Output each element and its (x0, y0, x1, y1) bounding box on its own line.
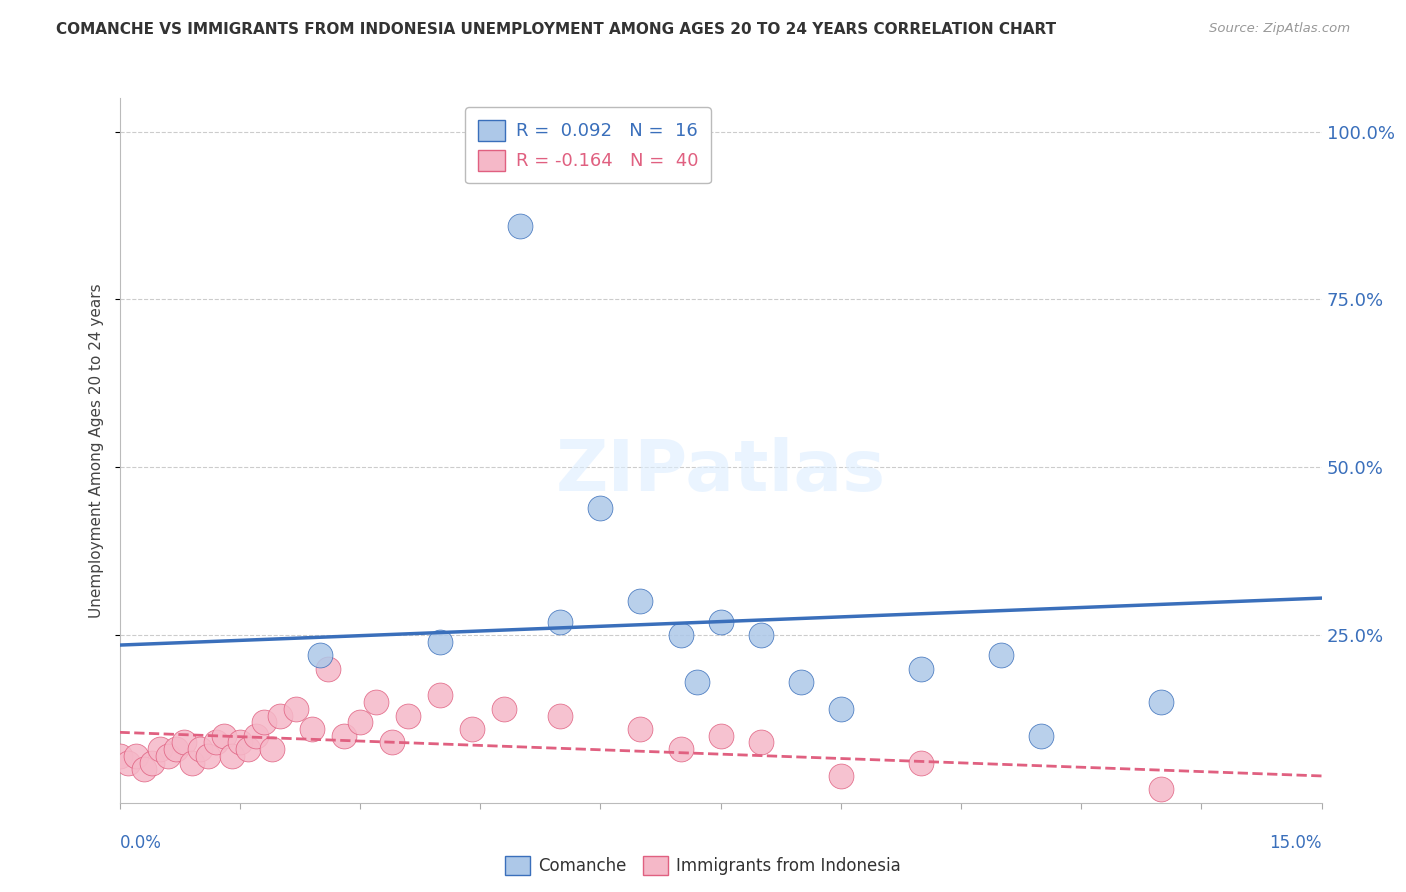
Point (245, 729, 267, 743)
Point (830, 769, 852, 783)
Point (197, 748, 219, 763)
Point (749, 628, 772, 642)
Point (429, 689, 451, 703)
Point (349, 715, 371, 730)
Point (132, 762, 155, 776)
Point (253, 715, 276, 730)
Point (124, 748, 146, 763)
Point (494, 702, 516, 716)
Point (212, 729, 235, 743)
Point (461, 722, 484, 736)
Point (156, 748, 179, 763)
Point (269, 708, 291, 723)
Point (1150, 782, 1173, 797)
Point (749, 735, 772, 749)
Point (364, 695, 387, 709)
Point (630, 594, 652, 608)
Point (188, 742, 211, 756)
Point (149, 742, 172, 756)
Point (709, 615, 731, 629)
Legend: R =  0.092   N =  16, R = -0.164   N =  40: R = 0.092 N = 16, R = -0.164 N = 40 (465, 107, 711, 183)
Text: Source: ZipAtlas.com: Source: ZipAtlas.com (1209, 22, 1350, 36)
Point (309, 648, 332, 662)
Point (669, 628, 692, 642)
Point (165, 742, 187, 756)
Point (709, 729, 731, 743)
Point (180, 756, 202, 770)
Point (204, 735, 226, 749)
Y-axis label: Unemployment Among Ages 20 to 24 years: Unemployment Among Ages 20 to 24 years (89, 283, 104, 618)
Point (630, 722, 652, 736)
Point (333, 729, 356, 743)
Point (910, 662, 932, 676)
Point (1029, 729, 1052, 743)
Text: 0.0%: 0.0% (120, 834, 162, 852)
Point (301, 722, 323, 736)
Point (117, 756, 139, 770)
Point (221, 748, 243, 763)
Point (550, 708, 572, 723)
Point (173, 735, 195, 749)
Point (589, 500, 612, 515)
Point (316, 662, 339, 676)
Point (910, 756, 932, 770)
Text: ZIPatlas: ZIPatlas (555, 437, 886, 506)
Point (260, 742, 283, 756)
Point (830, 702, 852, 716)
Legend: Comanche, Immigrants from Indonesia: Comanche, Immigrants from Indonesia (496, 847, 910, 884)
Point (396, 708, 419, 723)
Point (990, 648, 1012, 662)
Text: COMANCHE VS IMMIGRANTS FROM INDONESIA UNEMPLOYMENT AMONG AGES 20 TO 24 YEARS COR: COMANCHE VS IMMIGRANTS FROM INDONESIA UN… (56, 22, 1056, 37)
Point (790, 675, 813, 690)
Point (509, 219, 531, 233)
Text: 15.0%: 15.0% (1270, 834, 1322, 852)
Point (669, 742, 692, 756)
Point (284, 702, 307, 716)
Point (236, 742, 259, 756)
Point (429, 634, 451, 648)
Point (108, 748, 131, 763)
Point (550, 615, 572, 629)
Point (1150, 695, 1173, 709)
Point (381, 735, 404, 749)
Point (141, 756, 163, 770)
Point (685, 675, 707, 690)
Point (228, 735, 252, 749)
